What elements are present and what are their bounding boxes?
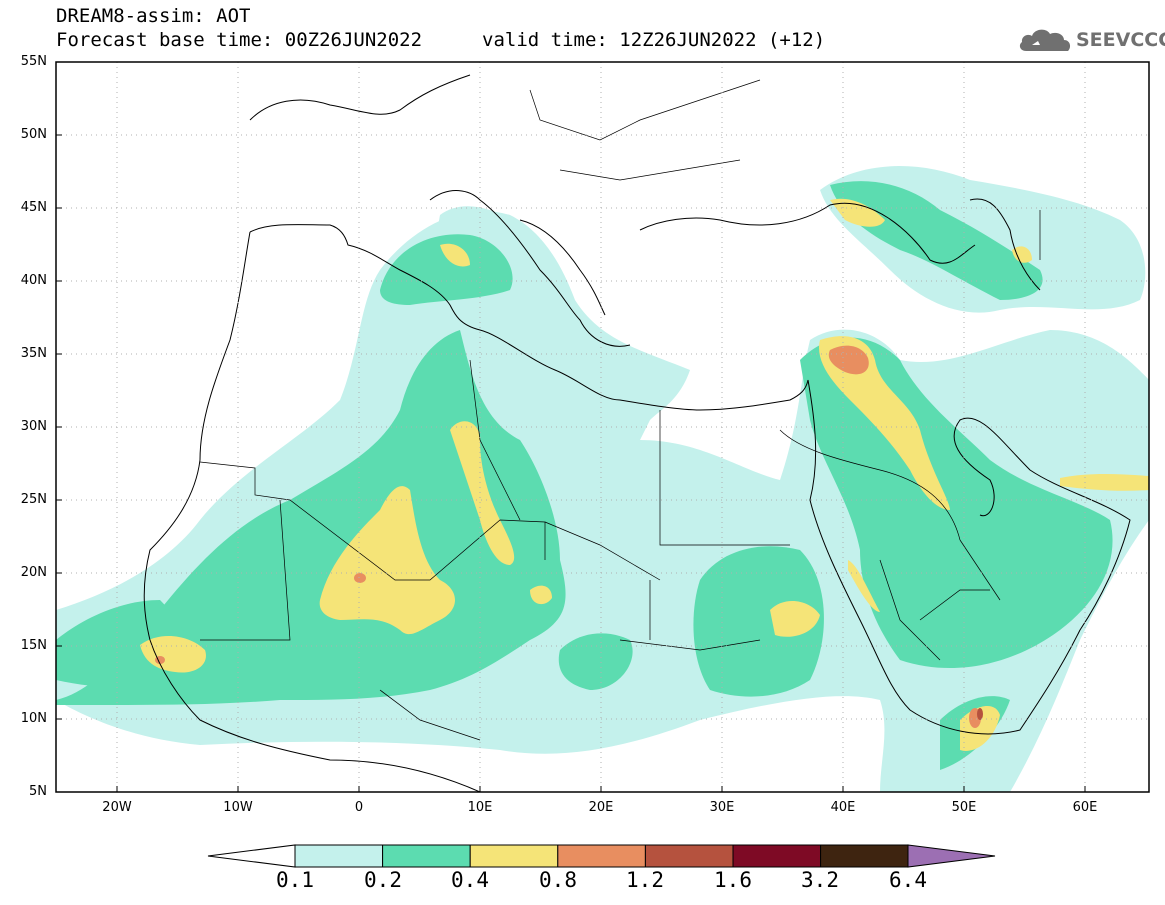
lon-label: 40E <box>830 800 856 815</box>
colorbar-label: 6.4 <box>889 868 927 892</box>
lat-label: 25N <box>20 492 47 507</box>
seevccc-logo: SEEVCCC <box>1018 25 1165 57</box>
colorbar-box <box>820 844 909 868</box>
lat-label: 10N <box>20 711 47 726</box>
aot-level-5 <box>977 708 983 720</box>
lat-label: 55N <box>20 54 47 69</box>
lon-label: 50E <box>951 800 977 815</box>
colorbar-label: 0.1 <box>276 868 314 892</box>
colorbar-over-arrow <box>907 844 996 868</box>
colorbar-box <box>382 844 471 868</box>
colorbar-box <box>644 844 734 868</box>
colorbar-box <box>294 844 384 868</box>
base-time: Forecast base time: 00Z26JUN2022 <box>56 29 423 51</box>
colorbar-label: 0.8 <box>539 868 577 892</box>
lat-label: 50N <box>20 127 47 142</box>
lon-label: 60E <box>1072 800 1098 815</box>
aot-level-3 <box>140 198 1149 751</box>
colorbar-label: 0.2 <box>364 868 402 892</box>
lon-label: 10E <box>467 800 493 815</box>
aot-fields <box>56 166 1149 792</box>
colorbar-label: 1.6 <box>714 868 752 892</box>
lat-label: 45N <box>20 200 47 215</box>
colorbar-under-arrow <box>207 844 296 868</box>
logo-text: SEEVCCC <box>1076 29 1165 51</box>
colorbar-label: 1.2 <box>626 868 664 892</box>
lat-label: 35N <box>20 346 47 361</box>
lon-label: 20E <box>588 800 614 815</box>
country-borders <box>199 79 1041 741</box>
lon-label: 10W <box>223 800 253 815</box>
colorbar-box <box>557 844 646 868</box>
colorbar-label: 3.2 <box>801 868 839 892</box>
lat-label: 15N <box>20 638 47 653</box>
valid-time: valid time: 12Z26JUN2022 (+12) <box>482 29 826 51</box>
lat-label: 30N <box>20 419 47 434</box>
lat-label: 5N <box>29 784 47 799</box>
lon-label: 30E <box>709 800 735 815</box>
colorbar-box <box>732 844 822 868</box>
colorbar-boxes <box>294 844 909 868</box>
cloud-icon <box>1019 29 1071 51</box>
product-title: DREAM8-assim: AOT <box>56 5 251 27</box>
map-grid <box>56 62 1149 792</box>
colorbar-box <box>469 844 559 868</box>
colorbar-label: 0.4 <box>451 868 489 892</box>
map-ticks <box>56 61 1086 792</box>
lon-label: 20W <box>102 800 132 815</box>
lat-label: 40N <box>20 273 47 288</box>
lon-label: 0 <box>354 800 364 815</box>
lat-label: 20N <box>20 565 47 580</box>
